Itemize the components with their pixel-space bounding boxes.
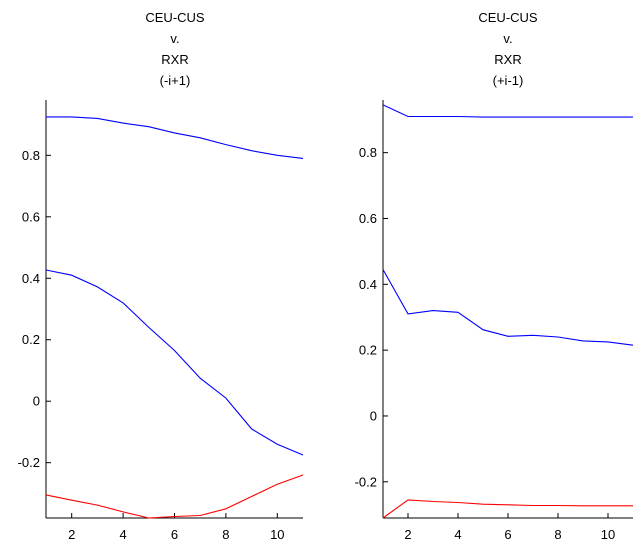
chart-title-line: v.: [503, 31, 512, 46]
series-line-2: [382, 269, 634, 346]
y-tick-label: 0.8: [359, 145, 377, 160]
series-line-1: [382, 104, 633, 118]
y-tick-label: 0.2: [22, 332, 40, 347]
x-tick-label: 8: [222, 527, 229, 542]
x-tick-label: 6: [171, 527, 178, 542]
chart-left: CEU-CUS v. RXR (-i+1) -0.2 0 0.2 0.4 0.6 0.8 2 4 6 8 1…: [18, 10, 304, 542]
y-tick-label: 0.6: [22, 209, 40, 224]
chart-title-line: CEU-CUS: [478, 10, 538, 25]
x-tick-label: 6: [504, 527, 511, 542]
chart-title-line: RXR: [494, 52, 521, 67]
x-tick-label: 2: [68, 527, 75, 542]
y-tick-label: 0.4: [359, 277, 377, 292]
y-tick-label: 0.2: [359, 343, 377, 358]
series-line-3: [45, 474, 304, 519]
y-tick-label: -0.2: [18, 455, 40, 470]
series-line-1: [46, 116, 304, 159]
y-tick-label: 0: [370, 408, 377, 423]
chart-title-line: CEU-CUS: [145, 10, 205, 25]
chart-title-line: (-i+1): [160, 73, 191, 88]
y-tick-label: 0.8: [22, 148, 40, 163]
series-line-3: [382, 499, 633, 519]
x-tick-label: 10: [270, 527, 284, 542]
x-tick-label: 4: [119, 527, 126, 542]
series-line-2: [45, 269, 304, 456]
x-tick-label: 10: [601, 527, 615, 542]
x-tick-label: 8: [554, 527, 561, 542]
y-tick-label: 0.4: [22, 271, 40, 286]
x-tick-label: 4: [454, 527, 461, 542]
y-tick-label: -0.2: [355, 474, 377, 489]
chart-title-line: RXR: [161, 52, 188, 67]
chart-title-line: v.: [170, 31, 179, 46]
chart-right: CEU-CUS v. RXR (+i-1) -0.2 0 0.2 0.4 0.6 0.8 2 4 6 8 1…: [355, 10, 634, 542]
x-tick-label: 2: [404, 527, 411, 542]
y-tick-label: 0: [33, 394, 40, 409]
y-tick-label: 0.6: [359, 211, 377, 226]
chart-title-line: (+i-1): [493, 73, 524, 88]
